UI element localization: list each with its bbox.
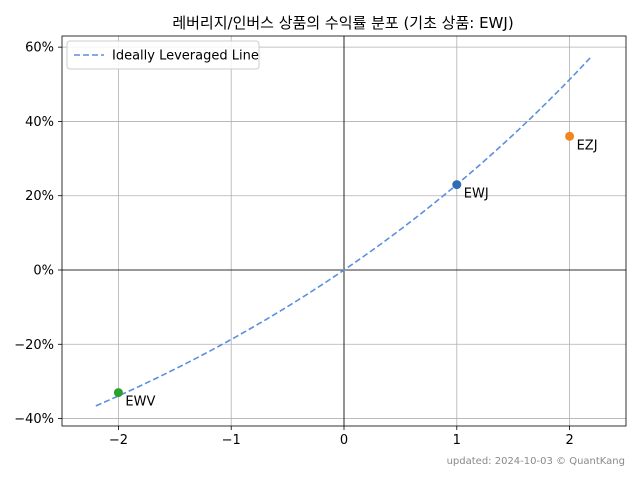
zero-axis-lines <box>62 36 626 426</box>
point-ewv <box>113 388 123 398</box>
x-tick-label: 1 <box>453 433 461 448</box>
x-tick-label: −2 <box>109 433 128 448</box>
series-layer <box>95 55 593 407</box>
y-tick-label: 0% <box>33 264 54 279</box>
y-tick-label: −20% <box>14 338 54 353</box>
legend-label: Ideally Leveraged Line <box>112 49 259 64</box>
legend: Ideally Leveraged Line <box>66 40 260 70</box>
point-ewj <box>452 180 462 190</box>
x-tick-label: 2 <box>565 433 573 448</box>
y-tick-label: 40% <box>25 115 54 130</box>
x-tick-label: −1 <box>222 433 241 448</box>
y-tick-label: −40% <box>14 412 54 427</box>
footer-credit: updated: 2024-10-03 © QuantKang <box>447 456 625 467</box>
y-tick-label: 60% <box>25 41 54 56</box>
y-axis: −40% −20% 0% 20% 40% 60% <box>14 41 62 427</box>
x-axis: −2 −1 0 1 2 <box>109 426 574 448</box>
chart-title: 레버리지/인버스 상품의 수익률 분포 (기초 상품: EWJ) <box>172 14 513 32</box>
y-tick-label: 20% <box>25 189 54 204</box>
point-label-ewv: EWV <box>125 395 155 410</box>
point-ezj <box>565 131 575 141</box>
points-layer: EWJ EZJ EWV <box>113 131 598 410</box>
point-label-ezj: EZJ <box>577 138 598 153</box>
x-tick-label: 0 <box>340 433 348 448</box>
ideal-leverage-line <box>95 55 593 407</box>
point-label-ewj: EWJ <box>464 187 489 202</box>
legend-box <box>66 40 260 70</box>
